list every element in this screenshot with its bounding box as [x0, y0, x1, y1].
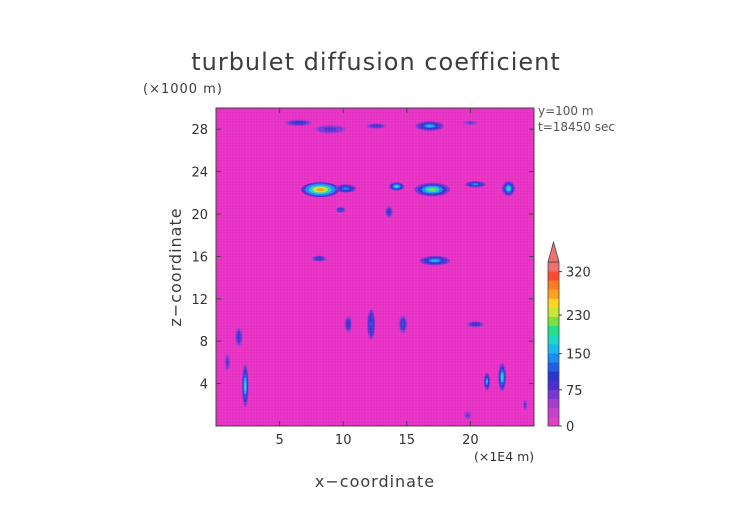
- colorbar-segment: [548, 389, 559, 399]
- colorbar-segment: [548, 362, 559, 372]
- y-axis-label: z−coordinate: [166, 207, 185, 326]
- colorbar-tick-label: 150: [566, 348, 591, 363]
- colorbar-tick-label: 320: [566, 266, 591, 281]
- colorbar-segment: [548, 262, 559, 272]
- x-tick-label: 10: [335, 433, 352, 448]
- colorbar-segment: [548, 289, 559, 299]
- y-tick-label: 16: [191, 250, 208, 265]
- y-tick-label: 4: [200, 378, 208, 393]
- colorbar-segment: [548, 280, 559, 290]
- colorbar-segment: [548, 371, 559, 381]
- colorbar-segment: [548, 407, 559, 418]
- y-axis: 4 8 12 16 20 24 28: [191, 123, 534, 393]
- y-tick-label: 24: [191, 166, 208, 181]
- colorbar-tick-label: 75: [566, 384, 583, 399]
- x-axis-label: x−coordinate: [315, 472, 435, 491]
- colorbar-segment: [548, 344, 559, 354]
- y-tick-label: 12: [191, 293, 208, 308]
- y-tick-label: 20: [191, 208, 208, 223]
- colorbar-segment: [548, 307, 559, 317]
- colorbar-segment: [548, 271, 559, 281]
- plot-frame: [215, 107, 535, 427]
- colorbar-segment: [548, 334, 559, 345]
- colorbar-tick-label: 0: [566, 420, 574, 435]
- colorbar-tick-label: 230: [566, 309, 591, 324]
- chart-title: turbulet diffusion coefficient: [191, 48, 561, 76]
- x-tick-label: 20: [462, 433, 479, 448]
- x-tick-label: 5: [275, 433, 283, 448]
- colorbar-segment: [548, 398, 559, 409]
- colorbar-segment: [548, 298, 559, 308]
- colorbar-extend-arrow: [547, 240, 560, 263]
- x-axis: 5 10 15 20: [275, 108, 479, 448]
- plot-area: [216, 108, 534, 426]
- y-unit-label: (×1000 m): [143, 82, 223, 97]
- colorbar-segment: [548, 416, 559, 427]
- plot-texture: [216, 108, 534, 426]
- x-unit-label: (×1E4 m): [474, 449, 534, 464]
- annotation-time: t=18450 sec: [538, 120, 615, 134]
- colorbar-segment: [548, 325, 559, 336]
- colorbar-segment: [548, 353, 559, 363]
- colorbar: 0 75 150 230 320: [547, 240, 591, 435]
- annotation-y-position: y=100 m: [538, 104, 594, 118]
- colorbar-segment: [548, 316, 559, 327]
- y-tick-label: 8: [200, 335, 208, 350]
- x-tick-label: 15: [399, 433, 416, 448]
- colorbar-segment: [548, 380, 559, 390]
- y-tick-label: 28: [191, 123, 208, 138]
